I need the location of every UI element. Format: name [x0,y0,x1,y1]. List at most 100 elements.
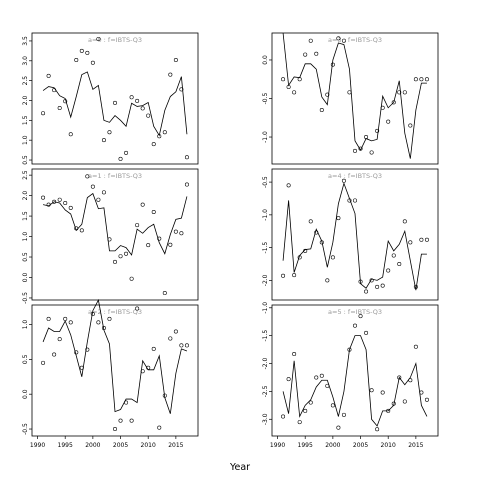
data-point [297,420,302,425]
panel-title: a=1 : f=IBTS-Q3 [88,172,142,180]
panel-p4: -2.0 -1.5 -1.0 -0.5 a=4 : f=IBTS-Q3 [262,168,439,301]
data-point [135,306,140,311]
data-point [391,253,396,258]
data-point [419,237,424,242]
data-point [57,337,62,342]
data-point [162,393,167,398]
y-tick-label: -0.5 [22,292,29,304]
data-point [101,138,106,143]
data-point [96,36,101,41]
x-tick-label: 2005 [113,442,128,449]
data-point [375,128,380,133]
y-tick-label: -1.5 [262,242,269,254]
data-point [113,100,118,105]
panel-p3: -0.5 0.0 0.5 1.0 1.5 2.0 2.5 a=1 : f=IBTS-Q3 [22,168,199,304]
data-point [46,316,51,321]
data-point [140,106,145,111]
data-point [63,99,68,104]
data-point [135,223,140,228]
data-point [424,237,429,242]
data-point [341,412,346,417]
data-point [107,237,112,242]
data-point [118,254,123,259]
data-point [41,111,46,116]
x-tick-label: 2005 [353,442,368,449]
data-point [358,279,363,284]
data-point [184,343,189,348]
panel-frame [271,32,439,165]
panel-title: a=3 : f=IBTS-Q3 [328,36,382,44]
data-point [330,62,335,67]
data-point [369,278,374,283]
panel-frame [31,304,199,437]
data-point [162,291,167,296]
data-point [292,90,297,95]
data-point [408,240,413,245]
data-point [397,90,402,95]
data-point [79,228,84,233]
data-point [140,202,145,207]
panel-p5: -0.5 0.0 0.5 1.0 1990 1995 2000 2005 2010 2015 a=2… [22,298,199,449]
data-point [336,425,341,430]
data-point [386,268,391,273]
data-point [281,77,286,82]
y-tick-label: -0.5 [262,92,269,104]
data-point [364,289,369,294]
x-tick-label: 2015 [408,442,423,449]
panel-p2: -1.0 -0.5 0.0 a=3 : f=IBTS-Q3 [262,32,439,165]
data-point [101,190,106,195]
data-point [303,248,308,253]
data-point [74,57,79,62]
data-point [325,383,330,388]
data-point [107,316,112,321]
data-point [330,403,335,408]
fitted-line [42,71,188,137]
data-point [281,273,286,278]
y-tick-label: 0.5 [22,155,29,165]
y-tick-label: 0.0 [22,273,29,283]
data-point [173,329,178,334]
data-point [325,92,330,97]
data-point [46,73,51,78]
y-tick-label: 2.5 [22,170,29,180]
panel-title: a=2 : f=IBTS-Q3 [88,308,142,316]
data-point [85,50,90,55]
data-point [314,230,319,235]
data-point [380,390,385,395]
panel-p1: 0.5 1.0 1.5 2.0 2.5 3.0 3.5 a=0 : f=IBTS-Q3 [22,32,199,165]
data-point [375,427,380,432]
x-tick-label: 1990 [270,442,285,449]
x-tick-label: 2000 [325,442,340,449]
panel-title: a=4 : f=IBTS-Q3 [328,172,382,180]
data-point [319,373,324,378]
fitted-line [282,335,428,427]
data-point [146,113,151,118]
data-point [408,378,413,383]
data-point [413,77,418,82]
data-point [413,344,418,349]
y-tick-label: 1.0 [22,320,29,330]
y-tick-label: 3.5 [22,36,29,46]
data-point [402,399,407,404]
data-point [347,90,352,95]
data-point [308,400,313,405]
data-point [380,283,385,288]
data-point [68,320,73,325]
y-tick-label: 0.0 [22,389,29,399]
data-point [397,375,402,380]
data-point [402,219,407,224]
data-point [424,77,429,82]
data-point [168,242,173,247]
y-tick-label: 0.5 [22,354,29,364]
data-point [135,98,140,103]
data-point [386,408,391,413]
data-point [52,199,57,204]
data-point [179,231,184,236]
y-tick-label: -0.5 [22,423,29,435]
data-point [308,38,313,43]
x-axis-title: Year [229,462,250,473]
data-point [297,255,302,260]
y-tick-label: 3.0 [22,56,29,66]
data-point [330,255,335,260]
